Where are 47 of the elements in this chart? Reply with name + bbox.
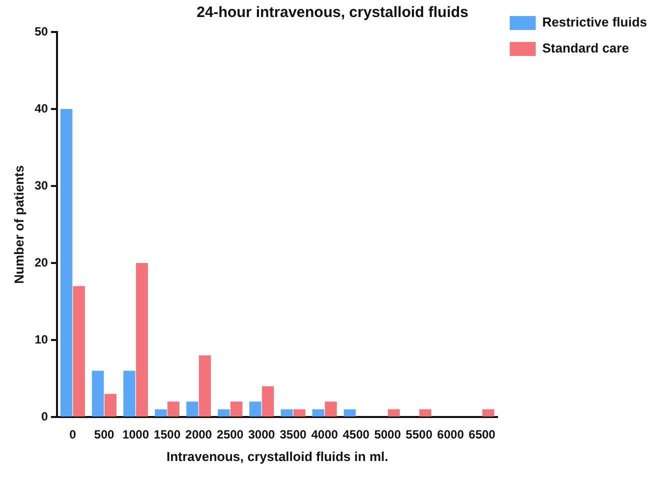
x-tick-label: 4000: [311, 428, 338, 442]
bar: [280, 409, 293, 416]
x-tick-label: 5500: [406, 428, 433, 442]
legend-label: Standard care: [542, 40, 629, 56]
x-tick-label: 500: [94, 428, 115, 442]
bar: [154, 409, 167, 416]
bar: [388, 409, 400, 416]
bar: [293, 409, 306, 416]
bar: [482, 409, 494, 416]
bar: [249, 402, 262, 416]
bar: [60, 109, 72, 416]
x-tick-label: 1000: [122, 428, 150, 442]
y-tick-label: 30: [34, 178, 48, 192]
x-tick-label: 3500: [280, 428, 307, 442]
legend-label: Restrictive fluids: [542, 14, 648, 30]
x-tick-label: 4500: [342, 428, 370, 442]
x-tick-label: 2000: [185, 428, 212, 442]
bar: [136, 263, 148, 416]
x-axis-title: Intravenous, crystalloid fluids in ml.: [166, 448, 388, 464]
bar: [104, 394, 116, 416]
y-tick-label: 0: [41, 409, 48, 424]
bar: [186, 402, 198, 416]
x-tick-label: 2500: [216, 428, 244, 442]
x-tick-label: 0: [69, 428, 76, 442]
bar: [92, 370, 104, 416]
y-tick-label: 50: [34, 24, 48, 38]
x-tick-label: 6500: [468, 428, 496, 442]
bar: [198, 355, 211, 416]
bar: [218, 409, 230, 416]
x-tick-label: 5000: [374, 428, 402, 442]
y-tick-label: 20: [34, 255, 48, 270]
bar: [73, 286, 85, 416]
y-tick-label: 10: [34, 332, 48, 346]
bar: [344, 409, 356, 416]
bar: [167, 402, 180, 416]
x-tick-label: 6000: [437, 428, 464, 442]
bar: [123, 370, 136, 416]
chart-title: 24-hour intravenous, crystalloid fluids: [196, 4, 468, 22]
x-tick-label: 3000: [248, 428, 276, 442]
bar: [262, 386, 274, 416]
x-tick-label: 1500: [154, 428, 181, 442]
y-axis-title: Number of patients: [11, 165, 26, 284]
bar: [230, 402, 242, 416]
bar: [324, 402, 337, 416]
y-tick-label: 40: [34, 101, 48, 116]
bar: [312, 409, 324, 416]
bar: [419, 409, 432, 416]
